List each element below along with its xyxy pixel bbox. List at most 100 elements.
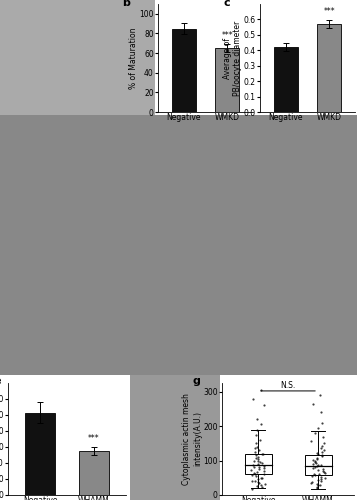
Point: [320, 418, 325, 426]
Point: [317, 482, 323, 490]
Point: [312, 471, 318, 479]
Point: [318, 475, 324, 483]
Point: [309, 478, 315, 486]
Point: [320, 465, 326, 473]
Point: [261, 402, 267, 409]
Point: [316, 476, 321, 484]
Point: [248, 466, 254, 474]
Point: [257, 436, 263, 444]
Point: [255, 443, 260, 451]
Point: [259, 484, 265, 492]
Point: [253, 454, 259, 462]
Point: [260, 474, 265, 482]
Point: [262, 480, 268, 488]
Point: [254, 415, 260, 423]
Point: [256, 446, 262, 454]
Y-axis label: % of Maturation: % of Maturation: [129, 27, 138, 89]
Point: [315, 462, 320, 470]
Point: [255, 468, 260, 475]
Point: [255, 457, 260, 465]
Point: [261, 470, 267, 478]
Bar: [215, 48, 239, 112]
Point: [321, 433, 326, 441]
Text: ***: ***: [88, 434, 100, 442]
Point: [255, 476, 261, 484]
Point: [249, 485, 255, 493]
Point: [256, 479, 261, 487]
Point: [318, 473, 323, 481]
Text: ***: ***: [221, 31, 233, 40]
Point: [315, 460, 321, 468]
Point: [321, 440, 327, 448]
Text: ***: ***: [323, 7, 335, 16]
Point: [322, 474, 327, 482]
Point: [315, 449, 320, 457]
Point: [310, 400, 316, 407]
Point: [319, 452, 325, 460]
Point: [254, 482, 260, 490]
Point: [315, 454, 320, 462]
Point: [261, 462, 267, 469]
Point: [251, 394, 256, 402]
Point: [320, 452, 325, 460]
Point: [258, 420, 264, 428]
Point: [255, 426, 260, 434]
Point: [308, 436, 314, 444]
Point: [249, 471, 255, 479]
Point: [318, 444, 323, 452]
Point: [314, 482, 320, 490]
Point: [252, 470, 258, 478]
Point: [316, 450, 321, 458]
Point: [251, 464, 257, 471]
Bar: [245, 454, 272, 473]
Bar: [25, 412, 55, 495]
Point: [309, 472, 315, 480]
Bar: [305, 456, 332, 475]
Point: [255, 455, 261, 463]
Point: [310, 456, 316, 464]
Point: [316, 480, 321, 488]
Point: [318, 408, 324, 416]
Point: [258, 386, 264, 394]
Point: [319, 448, 325, 456]
Point: [251, 456, 257, 464]
Point: [314, 480, 320, 488]
Point: [315, 424, 321, 432]
Point: [258, 458, 263, 466]
Point: [310, 464, 316, 472]
Point: [320, 442, 325, 450]
Point: [261, 467, 267, 475]
Bar: [274, 47, 298, 112]
Point: [258, 482, 264, 490]
Point: [257, 465, 262, 473]
Point: [258, 474, 263, 482]
Y-axis label: Average of
PB/oocyte diameter: Average of PB/oocyte diameter: [223, 20, 242, 96]
Text: c: c: [224, 0, 231, 8]
Text: b: b: [122, 0, 130, 8]
Point: [260, 450, 266, 458]
Bar: [172, 28, 196, 112]
Point: [314, 455, 320, 463]
Point: [252, 444, 258, 452]
Point: [256, 462, 262, 470]
Point: [312, 464, 318, 471]
Text: g: g: [193, 376, 201, 386]
Point: [255, 453, 261, 461]
Text: N.S.: N.S.: [280, 380, 296, 390]
Point: [322, 468, 328, 476]
Point: [253, 430, 259, 438]
Point: [317, 391, 323, 399]
Point: [250, 460, 256, 468]
Bar: [317, 24, 341, 112]
Point: [259, 450, 265, 458]
Point: [313, 458, 318, 466]
Point: [252, 476, 257, 484]
Point: [312, 457, 318, 465]
Point: [313, 459, 318, 467]
Point: [253, 452, 259, 460]
Point: [310, 460, 316, 468]
Point: [312, 429, 318, 437]
Text: e: e: [0, 376, 1, 386]
Point: [251, 468, 257, 476]
Point: [253, 472, 259, 480]
